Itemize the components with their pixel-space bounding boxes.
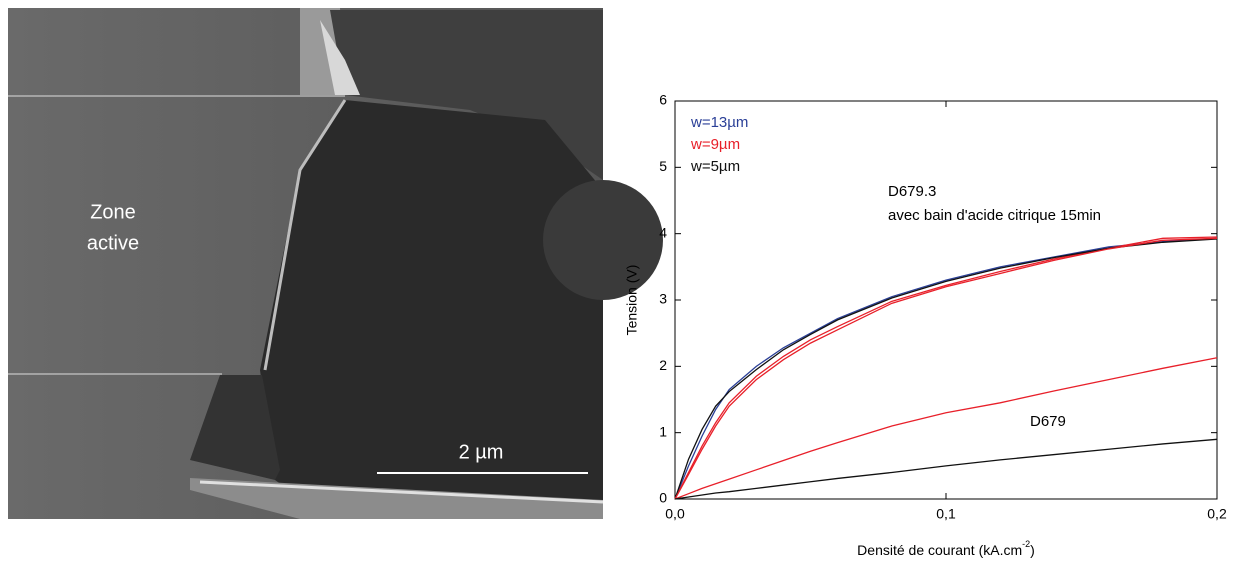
x-tick-label: 0,0	[665, 506, 685, 522]
series-line	[674, 237, 1218, 500]
plot-frame	[674, 100, 1218, 500]
y-tick-label: 0	[659, 490, 667, 506]
series-line	[674, 238, 1218, 500]
x-axis-label: Densité de courant (kA.cm-2)	[857, 539, 1035, 557]
y-tick-label: 6	[659, 92, 667, 108]
scale-bar-label: 2 µm	[459, 441, 504, 463]
y-tick-label: 2	[659, 357, 667, 373]
annotation: avec bain d'acide citrique 15min	[888, 207, 1101, 224]
series-line	[674, 357, 1218, 500]
x-label-text: Densité de courant (kA.cm	[857, 542, 1022, 558]
y-tick-label: 5	[659, 158, 667, 174]
annotation: D679.3	[888, 183, 936, 200]
legend-entry: w=5µm	[690, 158, 740, 175]
sem-image: Zone active 2 µm	[8, 8, 663, 519]
x-tick-label: 0,1	[936, 506, 956, 522]
y-axis-label: Tension (V)	[624, 265, 640, 336]
zone-label: Zone	[90, 201, 136, 223]
y-tick-label: 1	[659, 423, 667, 439]
zone-label: active	[87, 232, 139, 254]
series-line	[674, 438, 1218, 500]
x-tick-label: 0,2	[1207, 506, 1227, 522]
series-line	[674, 237, 1218, 500]
annotation: D679	[1030, 413, 1066, 430]
x-label-end: )	[1030, 542, 1035, 558]
x-label-sup: -2	[1022, 539, 1030, 549]
legend-entry: w=13µm	[690, 114, 748, 131]
series-line	[674, 236, 1218, 500]
y-tick-label: 3	[659, 291, 667, 307]
y-tick-label: 4	[659, 224, 667, 240]
legend-entry: w=9µm	[690, 136, 740, 153]
